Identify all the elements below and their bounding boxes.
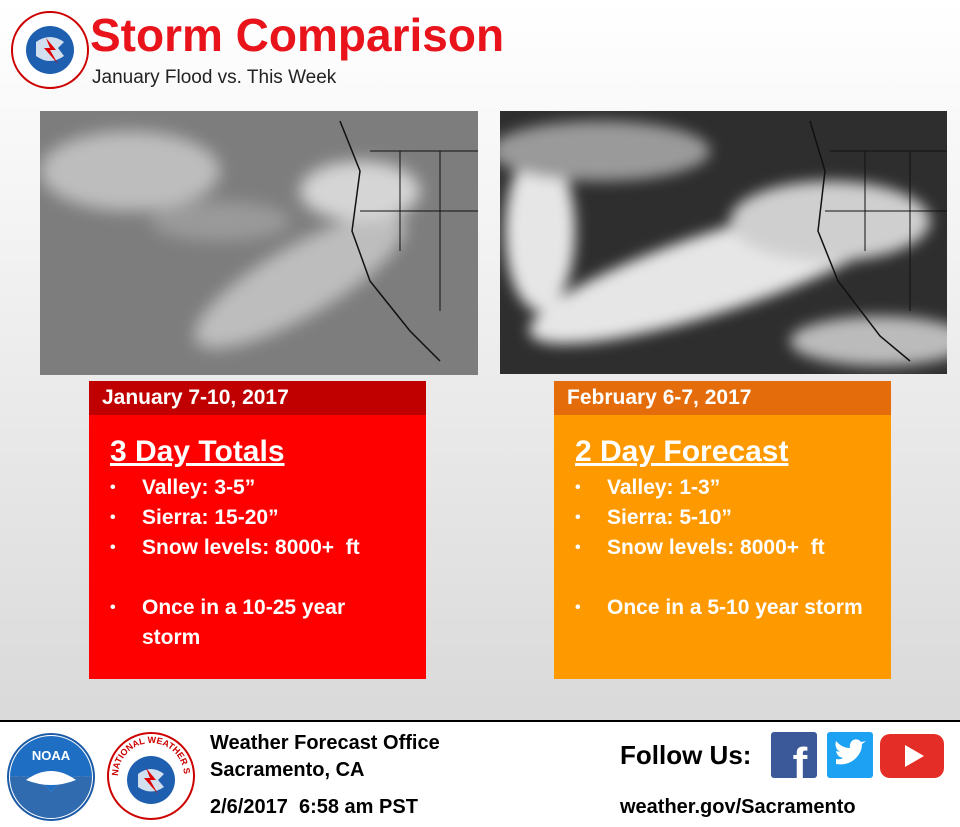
bullet: Valley: 1-3”: [554, 473, 869, 503]
title: Storm Comparison: [90, 9, 505, 61]
bullet: Valley: 3-5”: [89, 473, 404, 503]
bullet: Once in a 10-25 year storm: [89, 593, 404, 653]
subtitle: January Flood vs. This Week: [92, 67, 337, 88]
location: Sacramento, CA: [210, 759, 365, 781]
bullet-list: Valley: 1-3”Sierra: 5-10”Snow levels: 80…: [554, 473, 891, 623]
timestamp: 2/6/2017 6:58 am PST: [210, 796, 418, 818]
panel: January 7-10, 2017 3 Day Totals Valley: …: [89, 381, 426, 679]
office: Weather Forecast Office: [210, 732, 440, 754]
url[interactable]: weather.gov/Sacramento: [620, 796, 856, 818]
follow-label: Follow Us:: [620, 740, 752, 770]
noaa-logo: NOAA: [7, 733, 95, 821]
satellite-image: [500, 111, 947, 374]
panel-date: February 6-7, 2017: [554, 381, 891, 415]
panel: February 6-7, 2017 2 Day Forecast Valley…: [554, 381, 891, 679]
bullet: Once in a 5-10 year storm: [554, 593, 869, 623]
nws-logo: NATIONAL WEATHER SERVICE: [106, 730, 195, 820]
bullet: Sierra: 15-20”: [89, 503, 404, 533]
facebook-letter: f: [793, 739, 808, 778]
nws-logo: [11, 11, 89, 89]
bullet-list: Valley: 3-5”Sierra: 15-20”Snow levels: 8…: [89, 473, 426, 653]
facebook-icon[interactable]: [771, 732, 817, 778]
noaa-text: NOAA: [32, 748, 71, 763]
panel-date: January 7-10, 2017: [89, 381, 426, 415]
bullet: Snow levels: 8000+ ft: [554, 533, 869, 563]
bullet: Snow levels: 8000+ ft: [89, 533, 404, 563]
satellite-image: [40, 111, 478, 375]
panel-heading: 2 Day Forecast: [575, 435, 789, 468]
panel-heading: 3 Day Totals: [110, 435, 285, 468]
bullet: Sierra: 5-10”: [554, 503, 869, 533]
footer: NOAA NATIONAL WEATHER SERVICE Weather Fo…: [0, 720, 960, 827]
social-icons: f: [771, 732, 944, 778]
